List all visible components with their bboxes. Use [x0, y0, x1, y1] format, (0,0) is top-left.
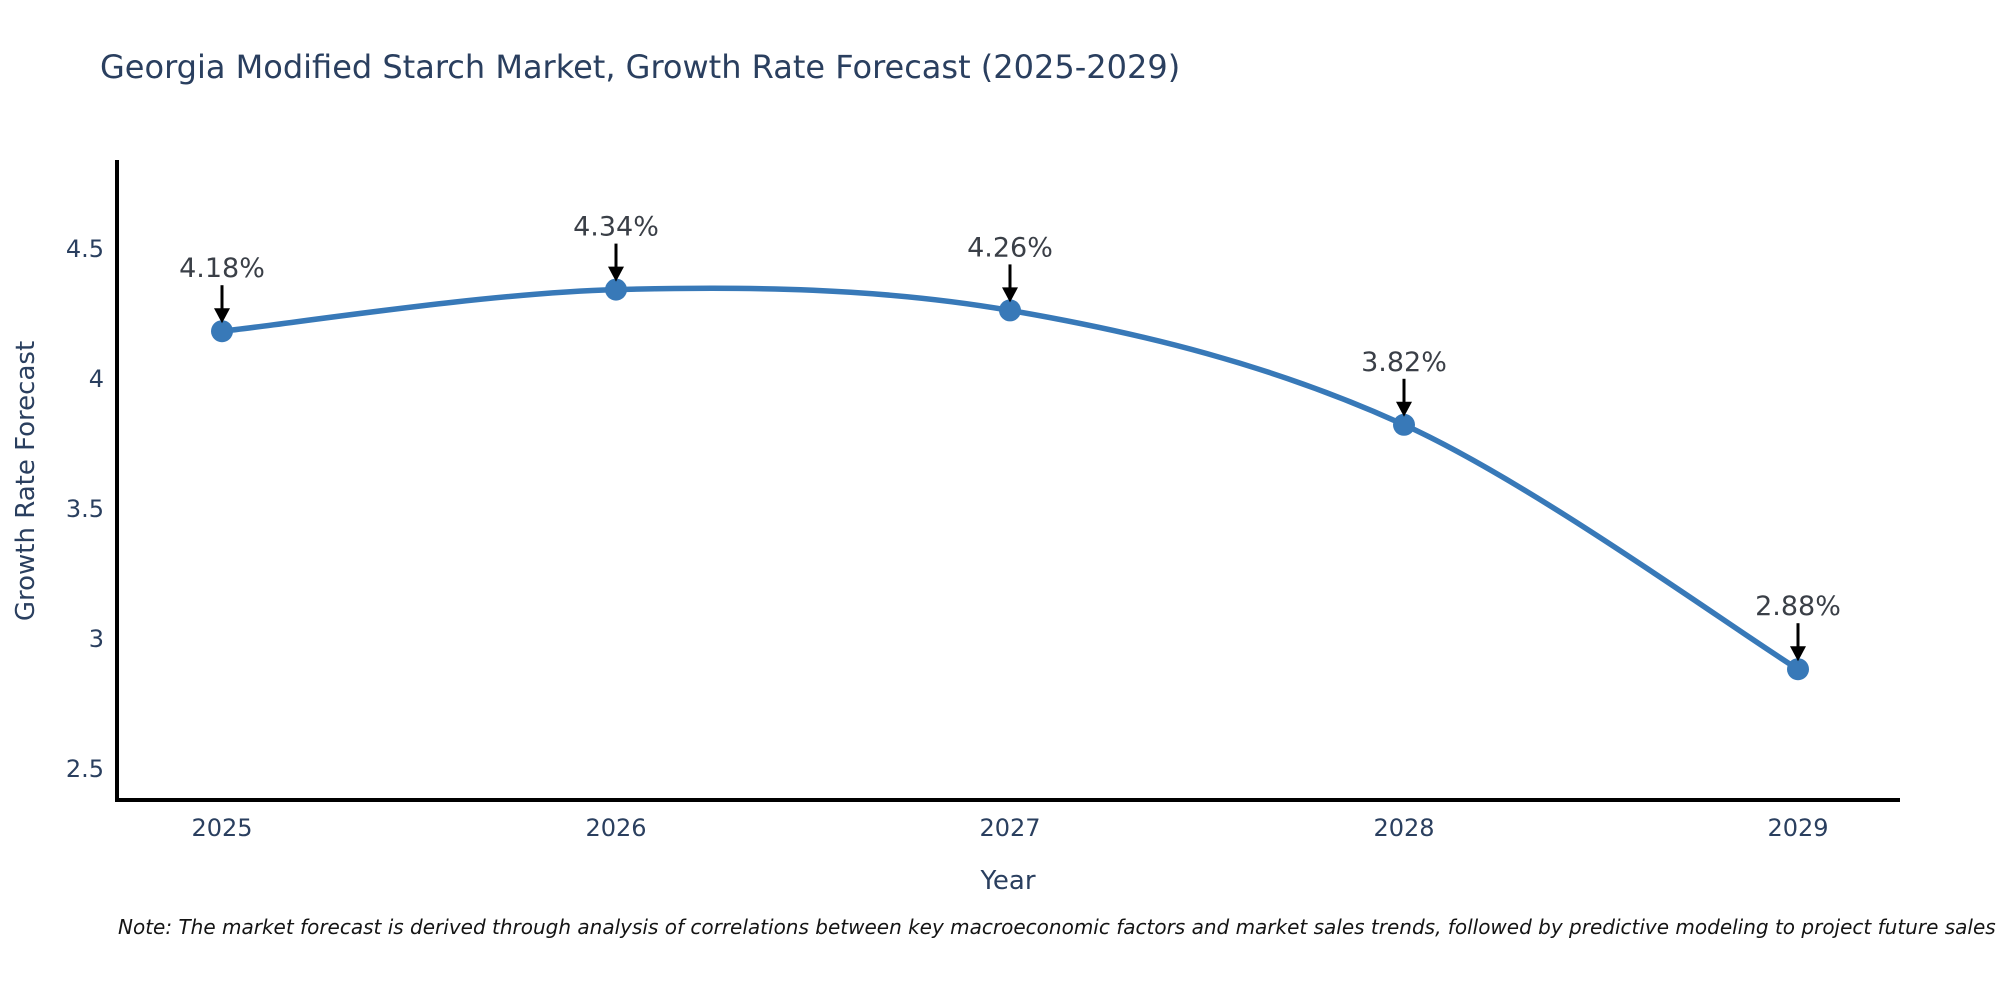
data-point-marker — [211, 320, 233, 343]
data-point-label: 2.88% — [1755, 591, 1841, 622]
y-axis-title: Growth Rate Forecast — [11, 341, 41, 621]
x-tick-label: 2026 — [585, 814, 646, 842]
annotation-arrow-head — [1002, 287, 1018, 303]
trend-line — [219, 285, 1801, 672]
x-tick-label: 2027 — [979, 814, 1040, 842]
data-point-marker — [1393, 413, 1415, 436]
y-tick-label: 4 — [89, 365, 104, 393]
y-tick-label: 3 — [89, 625, 104, 653]
annotation-arrow-head — [608, 266, 624, 282]
footnote: Note: The market forecast is derived thr… — [118, 915, 1996, 939]
x-tick-label: 2029 — [1767, 814, 1828, 842]
annotation-arrow-head — [1396, 401, 1412, 417]
x-axis-title: Year — [979, 866, 1035, 896]
data-point-label: 4.26% — [967, 232, 1053, 263]
data-point-marker — [1787, 658, 1809, 681]
y-tick-label: 2.5 — [66, 755, 104, 783]
chart-title: Georgia Modified Starch Market, Growth R… — [100, 48, 1181, 86]
x-tick-label: 2028 — [1373, 814, 1434, 842]
data-point-marker — [605, 278, 627, 301]
data-point-label: 4.34% — [573, 212, 659, 243]
annotation-arrow-head — [1790, 646, 1806, 662]
plot-area: 4.18% 4.34% 4.26% 3.82% 2.88% 4.5 4 3.5 3 2.5 2025… — [66, 212, 1841, 842]
data-point-label: 3.82% — [1361, 347, 1447, 378]
y-tick-label: 4.5 — [66, 235, 104, 263]
data-point-marker — [999, 299, 1021, 322]
y-tick-label: 3.5 — [66, 495, 104, 523]
x-tick-label: 2025 — [191, 814, 252, 842]
data-point-label: 4.18% — [179, 253, 265, 284]
annotation-arrow-head — [214, 308, 230, 324]
